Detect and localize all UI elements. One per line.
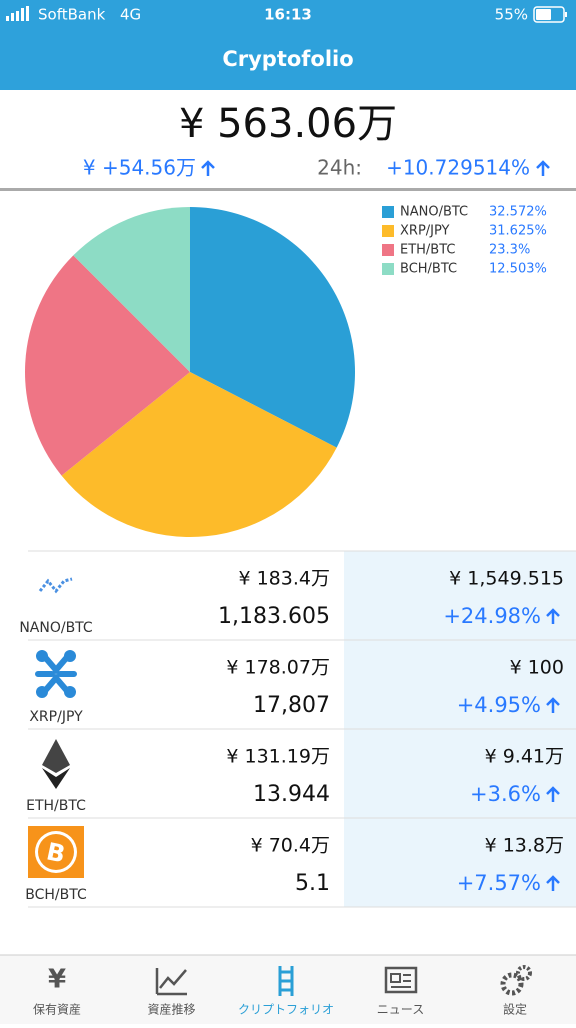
- legend-value: 32.572%: [489, 205, 547, 220]
- holding-amount: 1,183.605: [218, 604, 330, 629]
- time: 16:13: [264, 6, 312, 24]
- portfolio-icon: [278, 966, 294, 996]
- holding-value: ¥ 131.19万: [226, 746, 330, 768]
- legend-swatch: [382, 206, 394, 218]
- change-24h: +10.729514%: [386, 156, 530, 180]
- coin-change: +7.57%: [457, 871, 541, 895]
- coin-change: +24.98%: [443, 604, 541, 628]
- legend-label: ETH/BTC: [400, 243, 456, 258]
- up-arrow: [201, 160, 215, 176]
- coin-change: +3.6%: [470, 782, 541, 806]
- tab-label[interactable]: ニュース: [377, 1003, 424, 1017]
- holding-value: ¥ 178.07万: [226, 657, 330, 679]
- legend-value: 23.3%: [489, 243, 530, 258]
- nano-icon: [38, 577, 73, 594]
- up-arrow: [546, 786, 560, 802]
- coin-change: +4.95%: [457, 693, 541, 717]
- holding-value: ¥ 70.4万: [251, 835, 330, 857]
- legend-value: 31.625%: [489, 224, 547, 239]
- total-change: ¥ +54.56万: [83, 156, 196, 180]
- chart-icon: [155, 968, 187, 996]
- legend-label: NANO/BTC: [400, 205, 468, 220]
- network: 4G: [120, 6, 141, 24]
- legend-swatch: [382, 225, 394, 237]
- app-title: Cryptofolio: [222, 47, 353, 71]
- battery-icon: [533, 6, 567, 23]
- battery-level: 55%: [495, 6, 528, 24]
- tab-label[interactable]: 保有資産: [33, 1002, 81, 1017]
- legend-swatch: [382, 244, 394, 256]
- pie-slice: [73, 207, 190, 372]
- legend-swatch: [382, 263, 394, 275]
- app-bar: [0, 0, 576, 90]
- coin-price: ¥ 9.41万: [485, 746, 564, 768]
- change-24h-label: 24h:: [317, 156, 362, 180]
- up-arrow: [546, 875, 560, 891]
- pie-slice: [24, 255, 190, 476]
- eth-icon: [42, 739, 70, 789]
- total-value: ¥ 563.06万: [179, 101, 397, 147]
- legend-label: XRP/JPY: [400, 224, 450, 239]
- coin-price: ¥ 100: [510, 657, 564, 679]
- coin-price: ¥ 13.8万: [485, 835, 564, 857]
- up-arrow: [546, 608, 560, 624]
- coin-price: ¥ 1,549.515: [449, 568, 564, 590]
- settings-icon: [500, 965, 532, 996]
- holding-amount: 13.944: [253, 782, 330, 807]
- coin-name: XRP/JPY: [29, 709, 83, 725]
- up-arrow: [546, 697, 560, 713]
- holding-amount: 17,807: [253, 693, 330, 718]
- holding-amount: 5.1: [295, 871, 330, 896]
- svg-text:B: B: [44, 837, 68, 868]
- tab-label[interactable]: 設定: [503, 1002, 527, 1017]
- tab-label[interactable]: クリプトフォリオ: [238, 1003, 334, 1017]
- holding-value: ¥ 183.4万: [238, 568, 330, 590]
- legend-label: BCH/BTC: [400, 262, 457, 277]
- up-arrow: [536, 160, 550, 176]
- signal-icon: [6, 6, 29, 21]
- legend-value: 12.503%: [489, 262, 547, 277]
- coin-name: NANO/BTC: [19, 620, 93, 636]
- tab-label[interactable]: 資産推移: [147, 1002, 195, 1017]
- carrier: SoftBank: [38, 6, 106, 24]
- pie-slice: [61, 372, 337, 538]
- divider: [0, 188, 576, 191]
- pie-slice: [190, 207, 355, 448]
- bch-icon: B: [28, 826, 84, 878]
- coin-name: ETH/BTC: [26, 798, 86, 814]
- xrp-icon: [35, 650, 77, 698]
- coin-name: BCH/BTC: [25, 887, 87, 903]
- news-icon: [384, 966, 418, 994]
- yen-icon: ¥: [48, 965, 66, 995]
